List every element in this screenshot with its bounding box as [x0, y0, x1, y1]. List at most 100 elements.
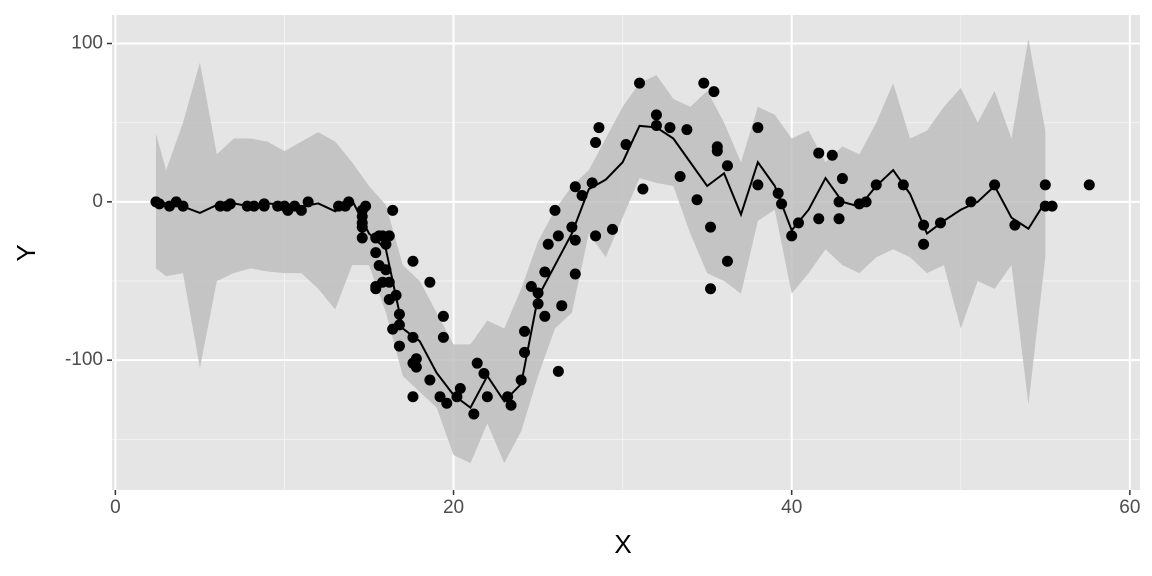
point	[539, 266, 551, 278]
point	[451, 391, 463, 403]
point	[248, 200, 260, 212]
point	[674, 171, 686, 182]
y-axis-title: Y	[11, 244, 41, 261]
point	[407, 255, 419, 267]
point	[410, 361, 422, 373]
point	[380, 264, 392, 276]
y-tick-label: -100	[65, 349, 103, 370]
point	[752, 122, 764, 134]
point	[813, 147, 825, 159]
point	[302, 196, 314, 208]
point	[860, 196, 872, 208]
point	[437, 310, 449, 322]
point	[1083, 179, 1095, 191]
point	[752, 179, 764, 191]
point	[505, 399, 517, 411]
point	[383, 230, 395, 242]
point	[590, 230, 602, 242]
point	[424, 374, 436, 386]
point	[224, 198, 236, 210]
point	[383, 276, 395, 288]
point	[502, 391, 514, 403]
point	[681, 124, 693, 136]
point	[708, 86, 720, 98]
point	[691, 194, 703, 206]
point	[813, 213, 825, 225]
point	[650, 120, 662, 132]
point	[153, 198, 165, 210]
point	[918, 219, 930, 231]
point	[437, 331, 449, 343]
point	[532, 298, 544, 310]
point	[515, 374, 527, 386]
point	[390, 289, 402, 301]
point	[833, 213, 845, 225]
point	[606, 223, 618, 235]
confidence-band	[155, 38, 1046, 464]
point	[387, 204, 399, 216]
point	[650, 109, 662, 121]
point	[542, 238, 554, 250]
point	[711, 145, 723, 157]
point	[424, 276, 436, 288]
point	[556, 300, 568, 312]
point	[258, 200, 270, 212]
y-tick-label: 100	[71, 33, 103, 54]
point	[552, 230, 564, 242]
point	[393, 319, 405, 331]
point	[356, 232, 368, 244]
point	[532, 287, 544, 299]
point	[705, 221, 717, 233]
point	[410, 353, 422, 365]
point	[177, 200, 189, 212]
point	[721, 255, 733, 267]
point	[826, 149, 838, 161]
point	[478, 367, 490, 379]
point	[772, 187, 784, 199]
point	[870, 179, 882, 191]
point	[833, 196, 845, 208]
point	[776, 198, 788, 210]
point	[468, 408, 480, 420]
point	[786, 230, 798, 242]
point	[634, 77, 646, 89]
point	[593, 122, 605, 134]
point	[965, 196, 977, 208]
x-tick-label: 0	[110, 497, 121, 518]
point	[356, 211, 368, 223]
point	[380, 238, 392, 250]
point	[721, 160, 733, 172]
point	[552, 365, 564, 377]
point	[586, 177, 598, 189]
point	[295, 204, 307, 216]
point	[918, 238, 930, 250]
point	[343, 196, 355, 208]
point	[569, 268, 581, 280]
point	[407, 331, 419, 343]
point	[519, 346, 531, 358]
point	[637, 183, 649, 195]
point	[454, 383, 466, 395]
point	[393, 308, 405, 320]
point	[539, 310, 551, 322]
x-tick-label: 20	[443, 497, 464, 518]
point	[549, 204, 561, 216]
point	[356, 221, 368, 233]
point	[989, 179, 1001, 191]
point	[897, 179, 909, 191]
point	[705, 283, 717, 295]
point	[481, 391, 493, 403]
point	[360, 200, 372, 212]
point	[792, 217, 804, 229]
x-tick-label: 60	[1119, 497, 1140, 518]
point	[590, 136, 602, 148]
point	[519, 325, 531, 337]
point	[1039, 179, 1051, 191]
point	[698, 77, 710, 89]
point	[407, 391, 419, 403]
point	[1009, 219, 1021, 231]
point	[664, 122, 676, 134]
point	[370, 247, 382, 259]
x-tick-label: 40	[781, 497, 802, 518]
x-axis-title: X	[614, 529, 631, 559]
